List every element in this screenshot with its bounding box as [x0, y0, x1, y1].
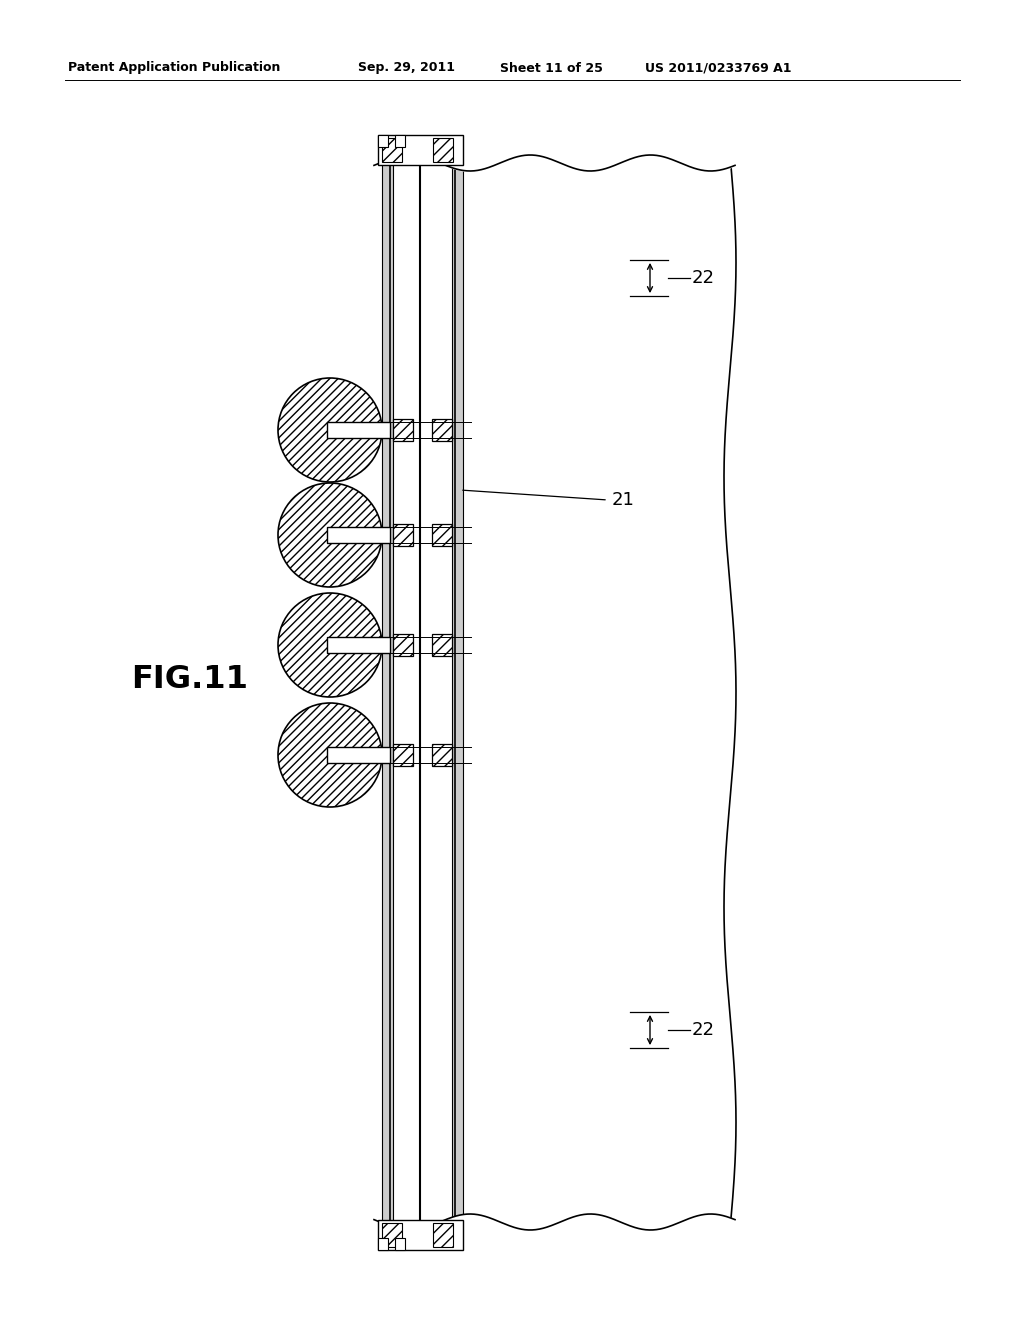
Text: 22: 22	[692, 269, 715, 286]
Bar	[327, 422, 390, 438]
Bar	[382, 139, 402, 162]
Circle shape	[278, 378, 382, 482]
Circle shape	[278, 704, 382, 807]
Bar	[433, 139, 453, 162]
Circle shape	[278, 483, 382, 587]
Bar	[382, 1224, 402, 1247]
Bar	[327, 638, 390, 653]
Bar	[433, 1224, 453, 1247]
Bar	[378, 1220, 463, 1250]
Bar	[420, 154, 730, 1230]
Bar	[393, 634, 413, 656]
Bar	[390, 154, 455, 1230]
Bar	[378, 135, 388, 147]
Bar	[432, 634, 452, 656]
Bar	[452, 154, 463, 1230]
Text: Sheet 11 of 25: Sheet 11 of 25	[500, 62, 603, 74]
Circle shape	[278, 593, 382, 697]
Bar	[327, 747, 390, 763]
Text: Patent Application Publication: Patent Application Publication	[68, 62, 281, 74]
Bar	[393, 418, 413, 441]
Bar	[393, 744, 413, 766]
Bar	[327, 527, 390, 543]
Bar	[382, 154, 393, 1230]
Bar	[393, 524, 413, 546]
Bar	[378, 135, 463, 165]
Bar	[378, 1238, 388, 1250]
Text: FIG.11: FIG.11	[131, 664, 249, 696]
Text: 22: 22	[692, 1020, 715, 1039]
Text: 21: 21	[612, 491, 635, 510]
Bar	[432, 744, 452, 766]
Bar	[432, 418, 452, 441]
Bar	[395, 1238, 406, 1250]
Text: Sep. 29, 2011: Sep. 29, 2011	[358, 62, 455, 74]
Bar	[395, 135, 406, 147]
Text: US 2011/0233769 A1: US 2011/0233769 A1	[645, 62, 792, 74]
Bar	[432, 524, 452, 546]
